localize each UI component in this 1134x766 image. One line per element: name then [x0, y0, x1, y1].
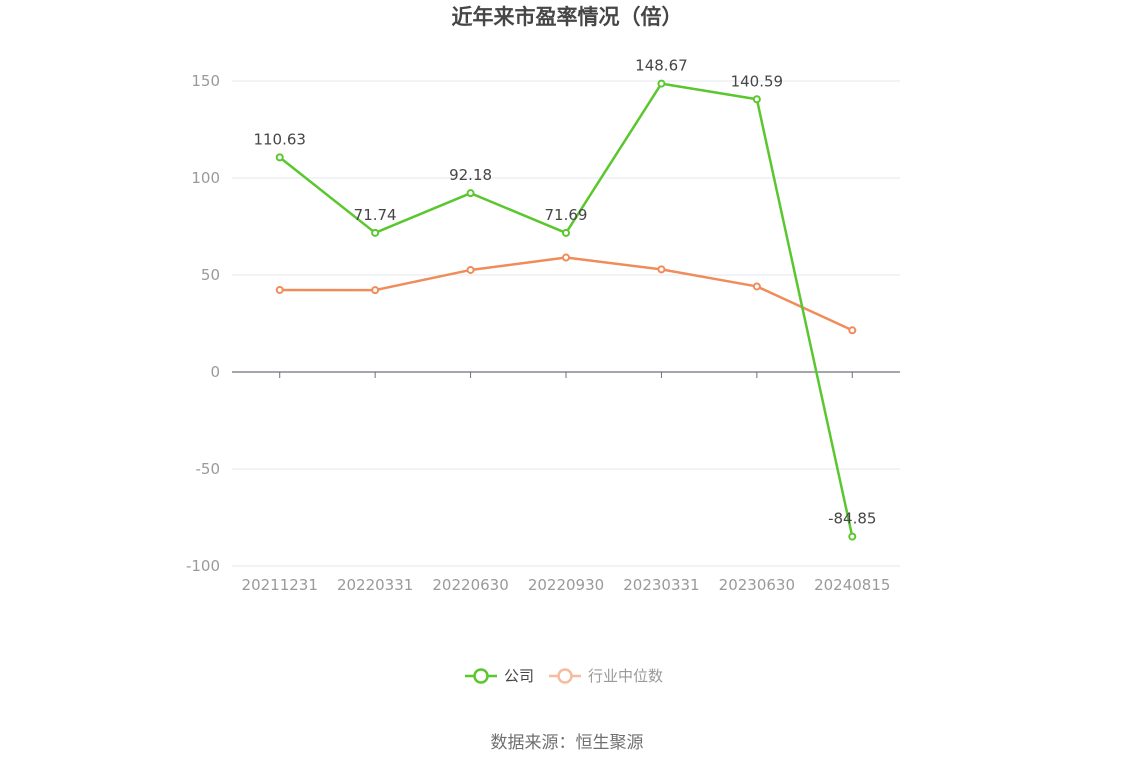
x-axis-labels: 20211231 20220331 20220630 20220930 20230331…: [242, 576, 891, 594]
legend-label: 行业中位数: [588, 667, 663, 685]
y-tick-label: 100: [191, 169, 220, 187]
series-lines: [275, 79, 857, 541]
data-label: 92.18: [449, 166, 492, 184]
grid-lines: [232, 80, 900, 567]
data-point[interactable]: [371, 228, 380, 237]
legend-marker: [557, 668, 573, 684]
x-tick-label: 20220331: [337, 576, 413, 594]
data-point[interactable]: [848, 326, 857, 335]
chart-title: 近年来市盈率情况（倍）: [452, 5, 683, 29]
y-tick-label: -50: [196, 460, 221, 478]
data-label: 110.63: [253, 130, 306, 148]
data-point[interactable]: [848, 532, 857, 541]
y-tick-label: -100: [186, 557, 220, 575]
legend-item-0[interactable]: 公司: [465, 667, 534, 685]
y-axis-labels: 150 100 50 0 -50 -100: [186, 72, 220, 575]
data-point[interactable]: [657, 79, 666, 88]
data-point[interactable]: [466, 265, 475, 274]
legend[interactable]: 公司 行业中位数: [465, 667, 663, 685]
data-point[interactable]: [275, 285, 284, 294]
x-axis: [232, 371, 900, 378]
x-tick-label: 20240815: [814, 576, 890, 594]
data-point[interactable]: [562, 253, 570, 262]
y-tick-label: 50: [201, 266, 220, 284]
data-label: 140.59: [731, 72, 784, 90]
data-source: 数据来源：恒生聚源: [491, 733, 644, 753]
data-point[interactable]: [752, 282, 761, 291]
legend-marker: [473, 668, 489, 684]
series-line-1: [279, 256, 853, 332]
data-point[interactable]: [657, 265, 666, 274]
legend-label: 公司: [504, 667, 534, 685]
data-label: 71.69: [545, 206, 588, 224]
x-tick-label: 20211231: [242, 576, 318, 594]
data-labels: 110.63 71.74 92.18 71.69 148.67 140.59 -84.85: [253, 57, 876, 528]
x-tick-label: 20230331: [623, 576, 699, 594]
legend-item-1[interactable]: 行业中位数: [549, 667, 663, 685]
data-label: 71.74: [354, 206, 397, 224]
data-point[interactable]: [752, 95, 761, 104]
x-tick-label: 20230630: [719, 576, 795, 594]
data-point[interactable]: [371, 286, 380, 295]
x-tick-label: 20220930: [528, 576, 604, 594]
y-tick-label: 150: [191, 72, 220, 90]
y-tick-label: 0: [210, 363, 220, 381]
data-label: -84.85: [828, 510, 876, 528]
x-tick-label: 20220630: [432, 576, 508, 594]
data-point[interactable]: [466, 189, 475, 198]
data-label: 148.67: [635, 57, 688, 75]
data-point[interactable]: [275, 153, 284, 162]
data-point[interactable]: [562, 228, 570, 237]
